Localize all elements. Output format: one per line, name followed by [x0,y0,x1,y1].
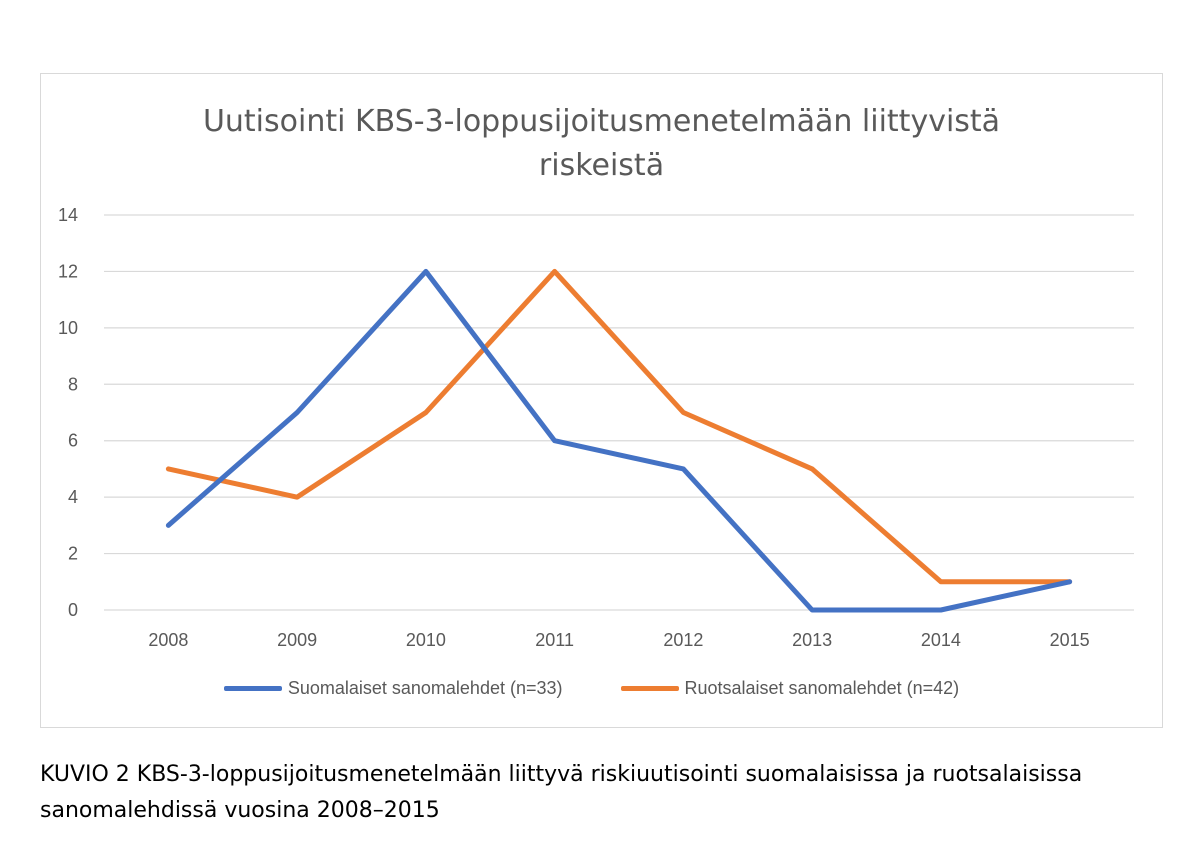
legend-label-swedish: Ruotsalaiset sanomalehdet (n=42) [684,678,960,698]
y-tick-label: 2 [68,544,78,564]
y-tick-label: 14 [58,205,78,225]
x-tick-label: 2012 [663,630,703,650]
legend-item-swedish: Ruotsalaiset sanomalehdet (n=42) [620,678,960,699]
x-tick-label: 2011 [535,630,574,650]
y-tick-label: 12 [58,261,78,281]
x-tick-label: 2010 [406,630,446,650]
chart-title-line-1: Uutisointi KBS-3-loppusijoitusmenetelmää… [202,104,1001,139]
y-tick-label: 10 [58,318,78,338]
legend-swatch-finnish [223,686,282,691]
series-line-1 [165,268,1073,585]
legend-item-finnish: Suomalaiset sanomalehdet (n=33) [223,678,563,699]
series-line-0 [165,268,1073,613]
x-tick-label: 2008 [148,630,188,650]
figure-caption: KUVIO 2 KBS-3-loppusijoitusmenetelmään l… [40,762,1083,823]
x-tick-label: 2015 [1050,630,1090,650]
x-tick-label: 2013 [792,630,832,650]
chart-title-line-2: riskeistä [538,148,665,183]
legend: Suomalaiset sanomalehdet (n=33) Ruotsala… [0,678,1183,699]
y-tick-label: 8 [68,374,78,394]
legend-label-finnish: Suomalaiset sanomalehdet (n=33) [287,678,563,698]
y-tick-label: 4 [68,487,78,507]
legend-swatch-swedish [620,686,679,691]
x-tick-label: 2014 [921,630,961,650]
y-tick-label: 6 [68,431,78,451]
x-tick-label: 2009 [277,630,317,650]
y-tick-label: 0 [68,600,78,620]
chart-title: Uutisointi KBS-3-loppusijoitusmenetelmää… [40,100,1163,188]
chart-frame [40,73,1163,728]
